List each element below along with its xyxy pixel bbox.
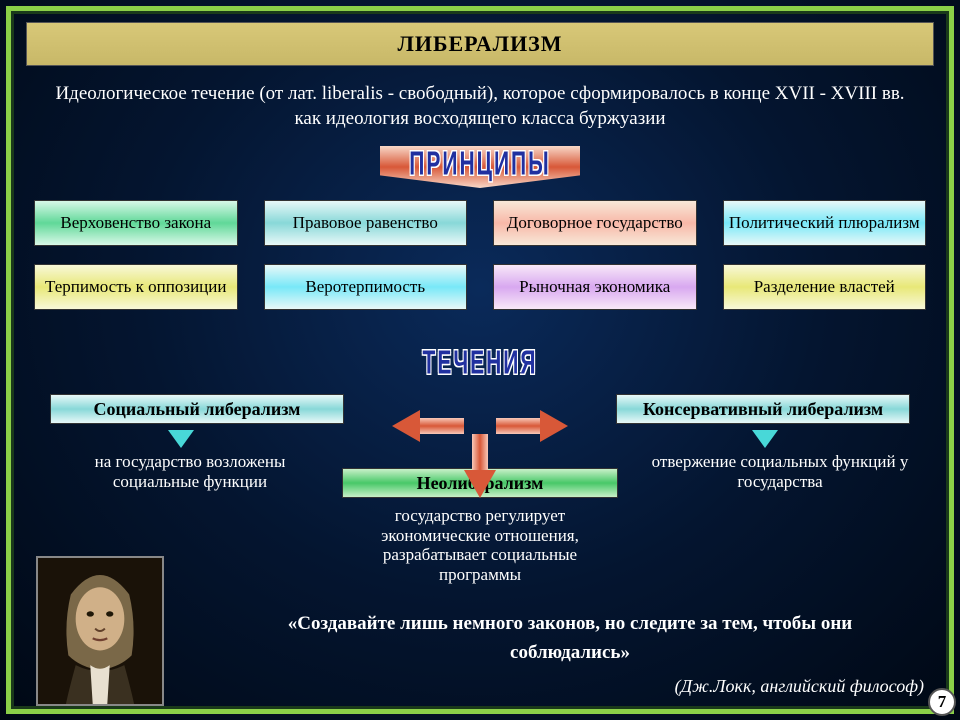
triangle-down-icon xyxy=(168,430,194,448)
branch-left-desc: на государство возложены социальные функ… xyxy=(60,452,320,491)
currents-label: ТЕЧЕНИЯ xyxy=(380,332,580,396)
branch-right-desc: отвержение социальных функций у государс… xyxy=(650,452,910,491)
page-number: 7 xyxy=(928,688,956,716)
arrow-down-icon xyxy=(464,470,496,498)
principles-grid: Верховенство закона Правовое равенство Д… xyxy=(34,200,926,310)
portrait-svg xyxy=(38,558,162,704)
quote-attribution: (Дж.Локк, английский философ) xyxy=(675,676,924,697)
arrow-right-icon xyxy=(540,410,568,442)
principle-box: Договорное государство xyxy=(493,200,697,246)
principle-box: Верховенство закона xyxy=(34,200,238,246)
triangle-down-icon xyxy=(752,430,778,448)
locke-portrait xyxy=(36,556,164,706)
quote-text: «Создавайте лишь немного законов, но сле… xyxy=(250,610,890,667)
principle-box: Политический плюрализм xyxy=(723,200,927,246)
intro-text: Идеологическое течение (от лат. liberali… xyxy=(40,82,920,131)
arrow-cluster xyxy=(438,384,522,468)
branch-right: Консервативный либерализм xyxy=(616,394,910,424)
branch-center-desc: государство регулирует экономические отн… xyxy=(350,506,610,584)
principle-box: Рыночная экономика xyxy=(493,264,697,310)
principle-box: Терпимость к оппозиции xyxy=(34,264,238,310)
principle-box: Разделение властей xyxy=(723,264,927,310)
principle-box: Веротерпимость xyxy=(264,264,468,310)
principle-box: Правовое равенство xyxy=(264,200,468,246)
principles-label: ПРИНЦИПЫ xyxy=(380,133,580,197)
arrow-left-icon xyxy=(392,410,420,442)
branch-left: Социальный либерализм xyxy=(50,394,344,424)
slide-title: ЛИБЕРАЛИЗМ xyxy=(26,22,934,66)
